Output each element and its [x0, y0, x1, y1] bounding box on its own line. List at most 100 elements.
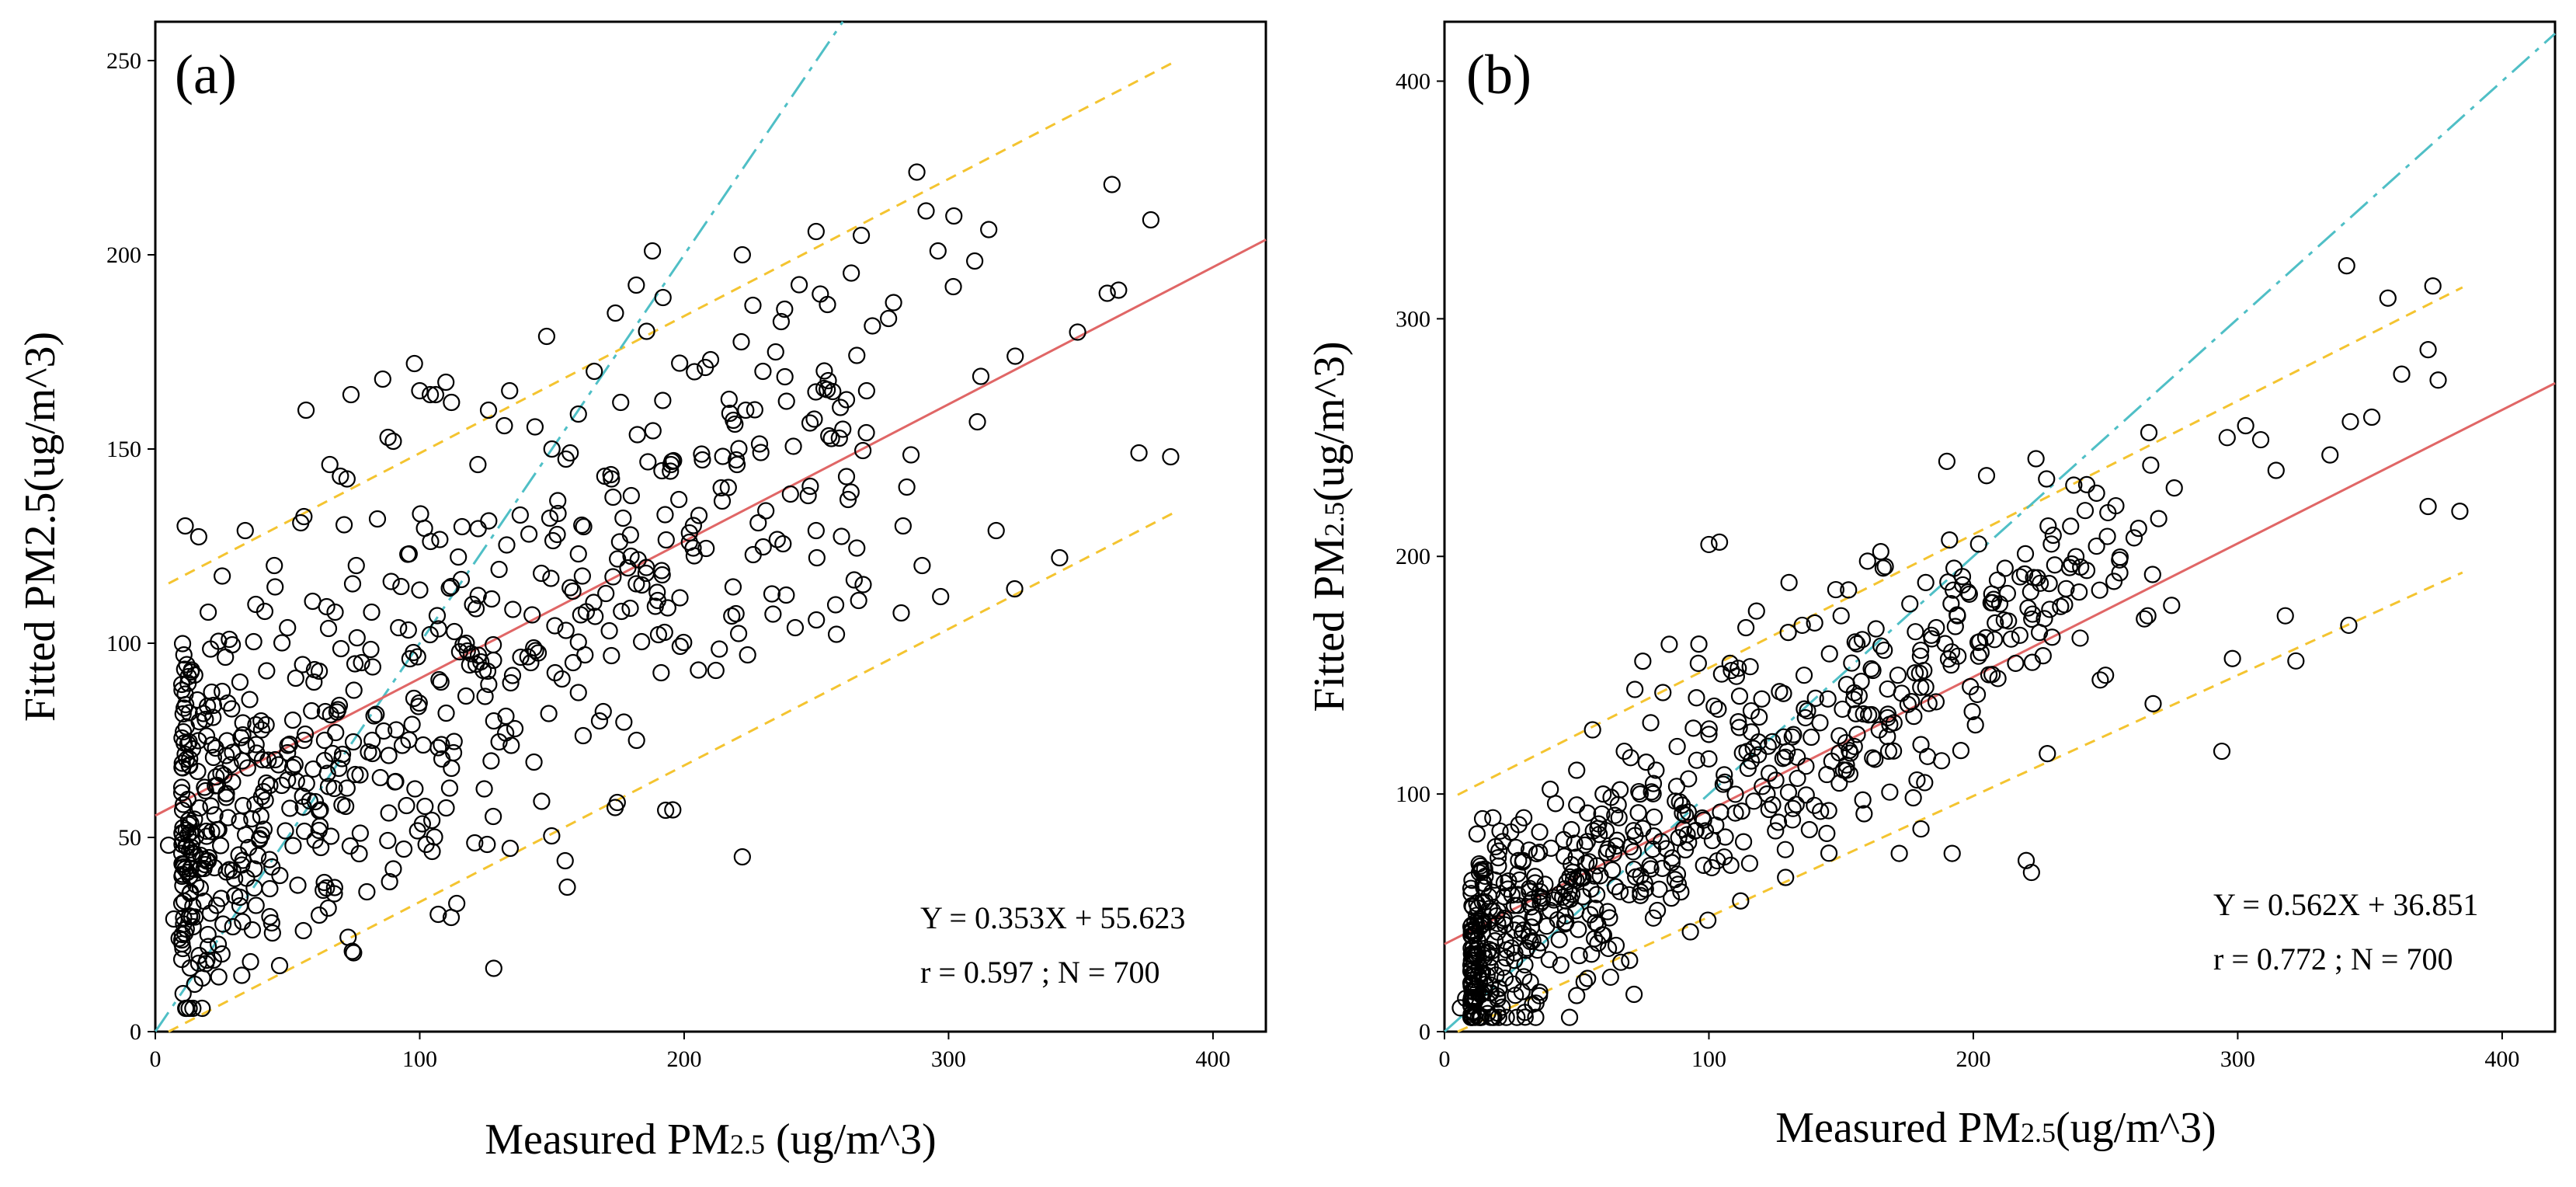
panel-a-data-point [628, 426, 646, 444]
panel-b-data-point [1784, 799, 1802, 817]
panel-a-data-point [260, 851, 279, 868]
panel-b-data-point [2091, 671, 2109, 689]
panel-b-data-point [1663, 889, 1681, 907]
panel-b-data-point [1517, 942, 1535, 959]
panel-a-data-point [176, 660, 193, 678]
panel-b-data-point [1906, 664, 1924, 682]
panel-a-data-point [480, 512, 498, 530]
panel-a-data-point [318, 879, 335, 897]
panel-a-data-point [281, 799, 299, 817]
panel-b-data-point [1739, 759, 1757, 778]
panel-b-data-point [1820, 844, 1838, 862]
panel-a-data-point [411, 381, 429, 400]
panel-b-data-point [2150, 510, 2168, 527]
panel-b-data-point [1611, 882, 1629, 900]
panel-a-data-point [621, 526, 639, 544]
panel-a-data-point [190, 799, 208, 817]
panel-a-data-point [381, 872, 398, 891]
panel-b-data-point [1516, 956, 1534, 974]
panel-a-data-point [261, 879, 279, 898]
panel-a-data-point [944, 277, 962, 296]
panel-a-data-point [627, 731, 645, 750]
panel-b-data-point [1983, 666, 2001, 684]
panel-b-data-point [1677, 841, 1695, 859]
panel-b-x-tick-label: 100 [1691, 1046, 1726, 1072]
panel-a-data-point [339, 928, 357, 946]
panel-a-data-point [212, 764, 230, 782]
panel-a-x-axis-title: Measured PM2.5 (ug/m^3) [485, 1116, 936, 1164]
panel-a-data-point [445, 733, 463, 750]
panel-a-data-point [198, 852, 216, 870]
panel-b-data-point [1667, 792, 1684, 810]
panel-a-data-point [345, 681, 363, 699]
panel-a-data-point [529, 644, 548, 662]
panel-a-data-point [639, 453, 657, 471]
panel-b-data-point [1506, 952, 1524, 969]
panel-a-data-point [799, 486, 817, 505]
panel-a-data-point [365, 707, 383, 725]
panel-a-data-point [338, 470, 356, 488]
panel-b-data-point [1946, 618, 1964, 635]
panel-a-data-point [367, 705, 385, 723]
panel-a-data-point [238, 869, 256, 887]
panel-b-data-point [1597, 844, 1615, 862]
panel-a-data-point [549, 492, 567, 510]
panel-b-data-point [2034, 646, 2052, 665]
panel-a-data-point [719, 479, 737, 496]
panel-b-data-point [1531, 823, 1549, 841]
panel-b-data-point [2098, 527, 2116, 545]
panel-a-data-point [837, 468, 856, 486]
panel-b-data-point [1812, 802, 1830, 820]
panel-b-data-point [1917, 573, 1935, 591]
panel-a-data-point [179, 811, 197, 830]
panel-a-data-point [892, 604, 910, 622]
panel-a-data-point [243, 809, 261, 828]
panel-b-data-point [1528, 844, 1545, 862]
panel-a-data-point [686, 363, 704, 381]
panel-b-data-point [1734, 833, 1753, 851]
panel-a-data-point [325, 879, 343, 896]
panel-b-data-point [2031, 574, 2049, 592]
panel-b-data-point [1490, 857, 1507, 875]
panel-a-data-point [894, 517, 912, 535]
panel-a-data-point [898, 478, 916, 496]
panel-a-data-point [808, 548, 826, 567]
panel-a-data-point [379, 428, 397, 447]
panel-a-x-title-suffix: (ug/m^3) [765, 1116, 937, 1164]
panel-a-data-point [807, 521, 825, 540]
panel-a-data-point [720, 390, 738, 409]
panel-a-data-point [279, 771, 297, 789]
panel-b-data-point [1585, 867, 1604, 885]
panel-b-data-point [2321, 446, 2339, 464]
panel-a-data-point [363, 731, 381, 750]
panel-b-data-point [1666, 871, 1684, 889]
panel-a-data-point [417, 835, 435, 854]
panel-b-data-point [1606, 806, 1624, 824]
panel-a-data-point [279, 736, 297, 754]
panel-a-data-point [646, 597, 664, 615]
panel-b-data-point [1740, 855, 1759, 872]
panel-a-data-point [258, 662, 276, 680]
panel-a-data-point [348, 628, 366, 647]
panel-a-data-point [217, 648, 235, 667]
panel-a-data-point [801, 477, 819, 496]
panel-a-data-point [219, 809, 237, 827]
panel-a-data-point [375, 722, 393, 740]
panel-b-data-point [1644, 840, 1662, 858]
panel-a-data-point [321, 455, 339, 474]
panel-a-data-point [401, 649, 419, 668]
panel-a-data-point [173, 801, 192, 820]
panel-b-data-point [1462, 927, 1480, 945]
panel-a-data-point [353, 653, 370, 672]
panel-b-data-point [1837, 733, 1855, 752]
panel-a-data-point [845, 571, 863, 589]
panel-a-data-point [727, 451, 746, 469]
panel-b-data-point [1521, 882, 1538, 900]
panel-b-identity-line [1443, 33, 2557, 1033]
panel-b-data-point [1727, 667, 1745, 685]
panel-b-x-axis-title: Measured PM2.5(ug/m^3) [1775, 1104, 2216, 1152]
panel-a-stats: r = 0.597 ; N = 700 [920, 955, 1159, 990]
panel-a-data-point [1142, 211, 1159, 229]
panel-a-data-point [864, 317, 881, 335]
panel-a-data-point [380, 804, 398, 822]
